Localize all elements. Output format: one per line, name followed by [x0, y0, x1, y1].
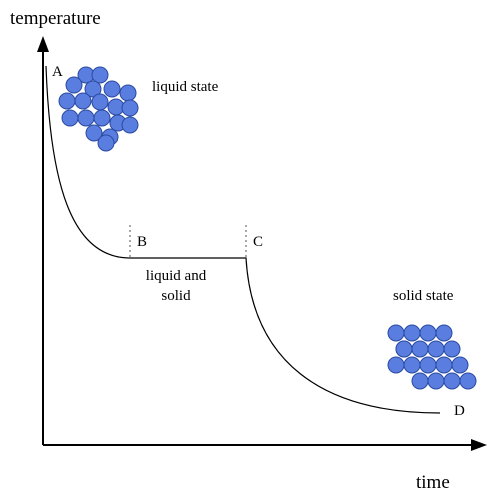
particle: [121, 99, 139, 117]
cooling-curve: [45, 65, 441, 414]
particle: [74, 92, 92, 110]
particle: [93, 109, 111, 127]
y-arrow: [37, 36, 49, 52]
particle: [91, 93, 109, 111]
particle: [419, 324, 437, 342]
y-axis-label: temperature: [10, 8, 101, 29]
particle: [91, 66, 109, 84]
axes: [37, 36, 487, 451]
particle: [419, 356, 437, 374]
point-label: D: [454, 403, 465, 419]
x-arrow: [471, 439, 487, 451]
particle: [65, 76, 83, 94]
region-label: solid: [161, 288, 191, 304]
particle: [395, 340, 413, 358]
particle: [85, 124, 103, 142]
particle: [119, 84, 137, 102]
solid-particles: [387, 324, 477, 390]
particle: [451, 356, 469, 374]
particle: [411, 340, 429, 358]
region-label: liquid and: [146, 268, 207, 284]
particle: [435, 356, 453, 374]
particle: [387, 324, 405, 342]
region-label: solid state: [393, 288, 454, 304]
particle: [103, 80, 121, 98]
particle: [427, 340, 445, 358]
particle: [443, 372, 461, 390]
point-label: C: [253, 234, 263, 250]
particle: [61, 109, 79, 127]
particle: [403, 324, 421, 342]
region-label: liquid state: [152, 79, 219, 95]
point-label: B: [137, 234, 147, 250]
particle: [58, 92, 76, 110]
point-label: A: [52, 64, 63, 80]
particle: [84, 80, 102, 98]
particle: [411, 372, 429, 390]
particle: [435, 324, 453, 342]
particle: [459, 372, 477, 390]
x-axis-label: time: [416, 472, 450, 492]
liquid-particles: [58, 66, 139, 152]
particle: [387, 356, 405, 374]
particle: [77, 109, 95, 127]
particle: [403, 356, 421, 374]
particle: [427, 372, 445, 390]
particle: [443, 340, 461, 358]
particle: [121, 116, 139, 134]
particle: [97, 134, 115, 152]
